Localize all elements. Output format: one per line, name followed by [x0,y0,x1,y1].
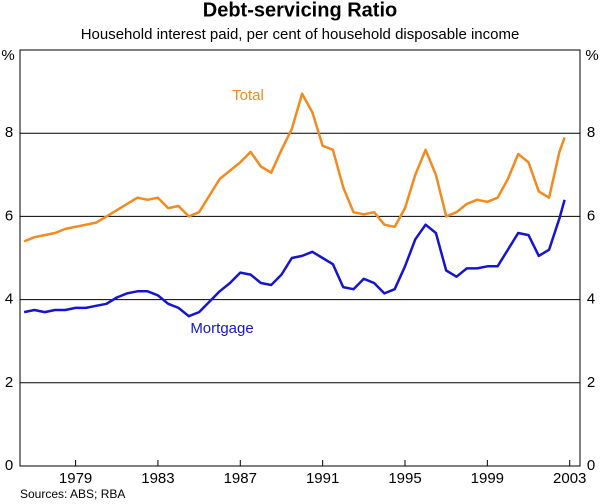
series-line [23,92,566,243]
y-tick-label-right: 0 [587,457,595,474]
y-tick-label-right: 2 [587,374,595,391]
y-unit-right: % [585,47,598,64]
series-line [23,199,566,318]
x-tick-label: 2003 [553,470,586,487]
chart-title: Debt-servicing Ratio [203,0,397,21]
y-unit-left: % [1,47,14,64]
series-label: Mortgage [190,320,253,337]
source: Sources: ABS; RBA [20,487,125,501]
y-tick-label-right: 4 [587,291,595,308]
x-tick-label: 1991 [306,470,339,487]
x-tick-label: 1983 [141,470,174,487]
chart-subtitle: Household interest paid, per cent of hou… [81,26,520,43]
y-tick-label-right: 8 [587,124,595,141]
x-tick-label: 1987 [224,470,257,487]
series-label: Total [232,87,264,104]
y-tick-label-left: 0 [5,457,13,474]
x-tick-label: 1999 [471,470,504,487]
x-tick-label: 1979 [59,470,92,487]
y-tick-label-left: 4 [5,291,13,308]
y-tick-label-left: 6 [5,207,13,224]
y-tick-label-left: 2 [5,374,13,391]
y-tick-label-right: 6 [587,207,595,224]
plot-frame [19,49,581,467]
x-tick-label: 1995 [388,470,421,487]
y-tick-label-left: 8 [5,124,13,141]
